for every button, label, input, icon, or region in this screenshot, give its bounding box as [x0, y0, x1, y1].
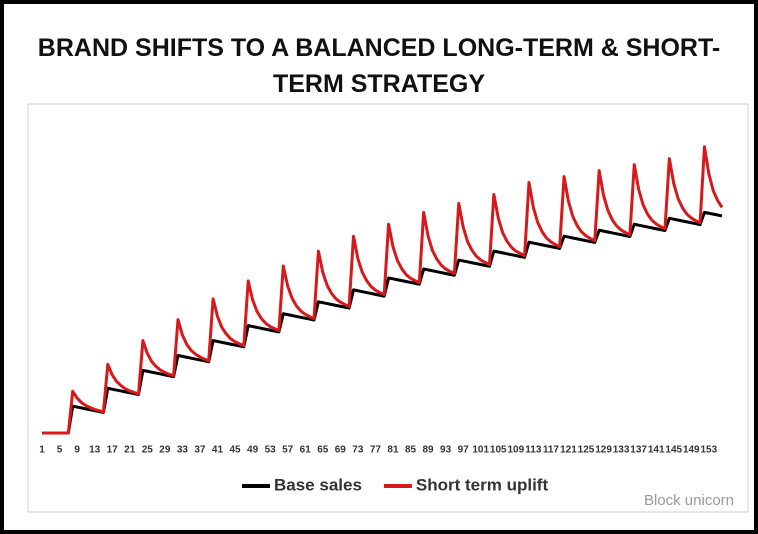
x-tick-label: 65	[317, 445, 329, 456]
x-tick-label: 17	[107, 445, 119, 456]
x-tick-label: 29	[159, 445, 171, 456]
x-tick-label: 121	[560, 445, 577, 456]
x-tick-label: 101	[472, 445, 489, 456]
chart-title: BRAND SHIFTS TO A BALANCED LONG-TERM & S…	[37, 34, 721, 98]
x-tick-label: 77	[370, 445, 382, 456]
legend-label: Short term uplift	[416, 475, 549, 494]
x-tick-label: 21	[124, 445, 136, 456]
x-tick-label: 69	[335, 445, 347, 456]
x-tick-label: 41	[212, 445, 224, 456]
legend-label: Base sales	[274, 475, 362, 494]
chart: Block unicorn 1 5 9 13 17 21 25 29 33 37 41 45 49 53 5…	[27, 103, 749, 513]
x-tick-label: 13	[89, 445, 101, 456]
x-tick-label: 57	[282, 445, 294, 456]
x-tick-label: 133	[613, 445, 630, 456]
x-tick-label: 25	[142, 445, 154, 456]
plot-border	[27, 103, 749, 513]
watermark: Block unicorn	[644, 492, 734, 509]
x-tick-label: 109	[507, 445, 524, 456]
line	[42, 210, 723, 435]
x-tick-label: 49	[247, 445, 259, 456]
x-tick-label: 53	[265, 445, 277, 456]
x-tick-label: 113	[525, 445, 542, 456]
x-tick-label: 125	[578, 445, 595, 456]
x-tick-label: 61	[300, 445, 312, 456]
x-tick-label: 37	[194, 445, 206, 456]
x-tick-label: 81	[387, 445, 399, 456]
x-tick-label: 117	[543, 445, 560, 456]
x-tick-label: 45	[229, 445, 241, 456]
x-tick-label: 93	[440, 445, 452, 456]
x-tick-label: 85	[405, 445, 417, 456]
x-tick-label: 153	[700, 445, 717, 456]
x-tick-label: 89	[423, 445, 435, 456]
x-tick-label: 137	[630, 445, 647, 456]
x-tick-label: 5	[57, 445, 63, 456]
x-tick-label: 97	[458, 445, 470, 456]
x-tick-label: 105	[490, 445, 507, 456]
x-tick-label: 141	[648, 445, 665, 456]
x-tick-label: 9	[74, 445, 80, 456]
x-tick-label: 145	[665, 445, 682, 456]
x-tick-label: 33	[177, 445, 189, 456]
x-tick-label: 1	[39, 445, 45, 456]
x-tick-label: 129	[595, 445, 612, 456]
x-tick-label: 73	[352, 445, 364, 456]
line	[42, 145, 724, 435]
x-tick-label: 149	[683, 445, 700, 456]
